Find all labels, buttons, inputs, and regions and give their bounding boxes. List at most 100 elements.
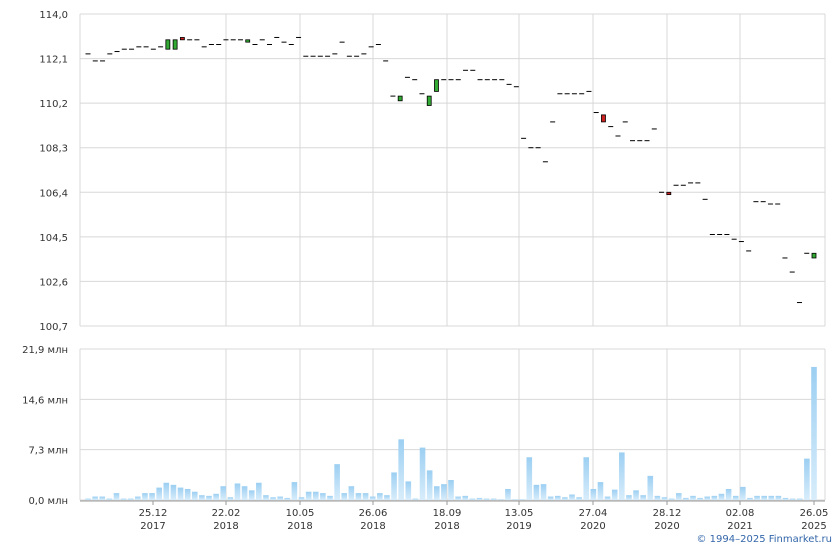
volume-bar [206, 495, 212, 500]
volume-bar [711, 495, 718, 500]
volume-bar [547, 496, 554, 500]
volume-bar [519, 499, 525, 500]
x-tick-date: 18.09 [433, 508, 462, 519]
volume-bar [85, 498, 91, 500]
volume-bar [633, 490, 639, 500]
volume-bar [619, 452, 625, 500]
x-tick-year: 2017 [140, 521, 165, 532]
volume-bar [697, 497, 703, 500]
volume-bar [740, 486, 746, 500]
x-tick-year: 2018 [360, 521, 385, 532]
volume-bar [498, 499, 504, 500]
volume-bar [135, 496, 141, 500]
volume-bar [263, 495, 269, 500]
volume-bar [270, 497, 276, 500]
price-candle [666, 191, 672, 196]
volume-bar [725, 488, 732, 500]
volume-bar [291, 482, 298, 500]
volume-bar [626, 495, 632, 500]
volume-bar [668, 498, 675, 500]
volume-tick-label: 7,3 млн [28, 446, 68, 457]
volume-bar [747, 497, 753, 500]
price-tick-label: 110,2 [39, 99, 68, 110]
volume-bar [142, 493, 148, 500]
date-x-axis: 25.12 2017 22.02 2018 10.05 2018 26.06 2018 18.0… [139, 501, 828, 532]
volume-bar [476, 497, 483, 500]
volume-bar [540, 484, 547, 500]
volume-bar [298, 497, 305, 500]
volume-bar [796, 498, 803, 500]
volume-bar [782, 497, 789, 500]
price-tick-label: 102,6 [39, 277, 68, 288]
volume-bar [305, 491, 312, 500]
volume-bar [327, 495, 333, 500]
volume-bar [419, 447, 426, 500]
price-candle [426, 95, 432, 106]
grid-lines [79, 13, 826, 502]
price-candle [811, 252, 817, 259]
volume-bar [99, 496, 106, 500]
volume-bar [149, 493, 155, 500]
volume-bar [384, 495, 390, 500]
volume-bar [583, 457, 590, 500]
volume-bar [761, 495, 767, 500]
volume-bar [640, 495, 646, 500]
x-tick-year: 2018 [287, 521, 312, 532]
x-tick-year: 2018 [434, 521, 459, 532]
volume-bar [369, 496, 376, 500]
price-tick-label: 104,5 [39, 233, 68, 244]
price-candle [179, 37, 185, 41]
volume-bar [690, 495, 696, 500]
volume-bar [604, 496, 611, 500]
volume-bar [576, 497, 582, 500]
price-tick-label: 100,7 [39, 322, 68, 333]
volume-bar [512, 499, 518, 500]
volume-bar [683, 497, 689, 500]
volume-bar [526, 457, 533, 500]
volume-bar [811, 366, 817, 500]
x-tick-date: 28.12 [653, 508, 682, 519]
volume-bar [391, 472, 397, 500]
x-tick-date: 27.04 [579, 508, 608, 519]
volume-bar [156, 487, 162, 500]
x-tick-year: 2025 [801, 521, 826, 532]
volume-bar [256, 482, 262, 500]
volume-bar [704, 496, 711, 500]
volume-bar [184, 488, 191, 500]
price-tick-label: 114,0 [39, 10, 68, 21]
price-candle [172, 39, 178, 50]
volume-bar [647, 475, 654, 500]
volume-bar [277, 496, 283, 500]
volume-bar [234, 483, 241, 500]
price-candle [165, 39, 171, 50]
volume-bar [348, 486, 355, 500]
volume-bar [505, 488, 511, 500]
volume-bar [177, 487, 184, 500]
volume-bar [106, 498, 113, 500]
volume-bar [120, 498, 127, 500]
price-candle [245, 39, 251, 43]
x-tick-date: 25.12 [139, 508, 168, 519]
x-tick-year: 2020 [580, 521, 605, 532]
volume-bar [448, 480, 454, 500]
volume-bar [611, 489, 618, 500]
copyright-credit: © 1994–2025 Finmarket.ru [696, 534, 832, 545]
volume-bar [426, 470, 433, 500]
volume-bar [597, 482, 604, 500]
volume-bar [191, 491, 198, 500]
volume-bar [754, 495, 760, 500]
volume-bar [220, 486, 227, 500]
volume-bar [654, 495, 661, 500]
volume-bar [334, 464, 340, 500]
volume-bar [127, 498, 134, 500]
volume-bar [718, 493, 725, 500]
price-candles [85, 36, 817, 304]
volume-bar [341, 493, 348, 500]
volume-bar [199, 495, 205, 500]
x-tick-year: 2021 [727, 521, 752, 532]
x-tick-year: 2018 [213, 521, 238, 532]
volume-bar [775, 495, 782, 500]
volume-bar [462, 495, 469, 500]
price-candle [397, 95, 403, 102]
volume-bar [241, 486, 248, 500]
